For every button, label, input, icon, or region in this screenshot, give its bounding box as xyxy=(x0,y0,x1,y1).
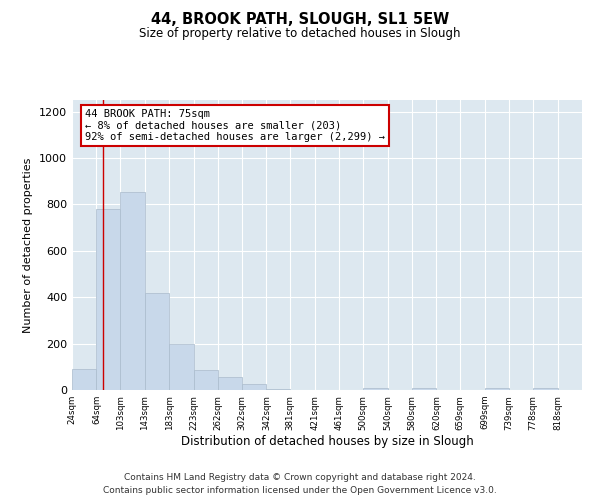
Bar xyxy=(121,192,145,390)
Bar xyxy=(242,384,266,390)
Bar xyxy=(218,377,242,390)
Bar xyxy=(412,388,436,390)
Bar xyxy=(533,388,557,390)
Bar xyxy=(363,388,388,390)
Bar xyxy=(485,388,509,390)
Text: 44 BROOK PATH: 75sqm
← 8% of detached houses are smaller (203)
92% of semi-detac: 44 BROOK PATH: 75sqm ← 8% of detached ho… xyxy=(85,108,385,142)
Bar xyxy=(145,292,169,390)
Bar xyxy=(266,389,290,390)
Text: Size of property relative to detached houses in Slough: Size of property relative to detached ho… xyxy=(139,28,461,40)
Text: 44, BROOK PATH, SLOUGH, SL1 5EW: 44, BROOK PATH, SLOUGH, SL1 5EW xyxy=(151,12,449,28)
Bar xyxy=(97,209,121,390)
Bar xyxy=(72,369,97,390)
Text: Contains public sector information licensed under the Open Government Licence v3: Contains public sector information licen… xyxy=(103,486,497,495)
Bar xyxy=(194,370,218,390)
Y-axis label: Number of detached properties: Number of detached properties xyxy=(23,158,34,332)
Text: Contains HM Land Registry data © Crown copyright and database right 2024.: Contains HM Land Registry data © Crown c… xyxy=(124,472,476,482)
Bar xyxy=(169,344,194,390)
Text: Distribution of detached houses by size in Slough: Distribution of detached houses by size … xyxy=(181,435,473,448)
